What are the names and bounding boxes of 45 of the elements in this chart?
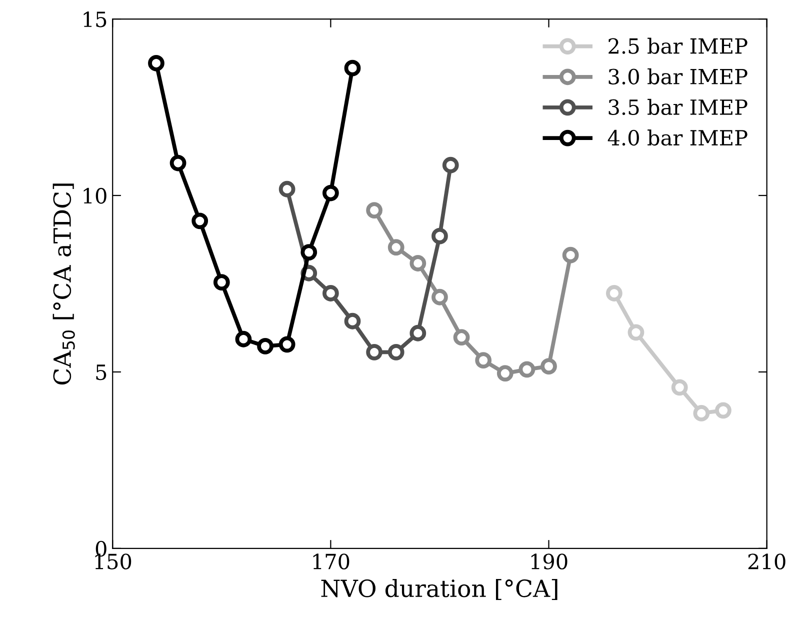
x-tick-label: 190 [531,554,568,570]
point [344,60,361,76]
point [432,288,448,306]
point [453,329,470,346]
point [432,228,448,244]
point [344,312,361,330]
legend-label: 3.0 bar IMEP [608,68,748,84]
point [628,324,644,341]
point [475,352,492,368]
x-tick-label: 170 [313,554,350,570]
point [148,54,164,72]
y-axis-title: CA$_{50}$ [°CA aTDC] [52,184,75,385]
x-axis-title: NVO duration [°CA] [321,578,558,600]
legend-label: 2.5 bar IMEP [608,38,748,54]
point [213,274,230,290]
y-tick-label: 5 [96,364,106,380]
point [693,405,710,422]
point [278,180,296,198]
point [257,338,274,354]
point [366,202,382,218]
point [562,246,579,264]
point [388,239,404,256]
point [322,184,339,202]
legend-label: 4.0 bar IMEP [608,130,748,146]
point [235,330,252,348]
point [442,156,459,174]
point [518,361,536,378]
point [496,365,514,382]
point [192,212,208,230]
y-tick-label: 10 [84,188,106,204]
point [410,324,426,342]
y-tick-label: 15 [84,11,106,28]
legend-label: 3.5 bar IMEP [608,98,748,116]
point [410,255,426,272]
point [540,358,557,374]
point [322,285,339,302]
point [300,244,318,260]
point [715,402,732,419]
point [606,285,622,302]
point [366,344,382,360]
point [278,336,296,353]
point [388,344,404,360]
point [671,379,688,396]
x-tick-label: 210 [748,554,786,570]
point [170,154,186,172]
